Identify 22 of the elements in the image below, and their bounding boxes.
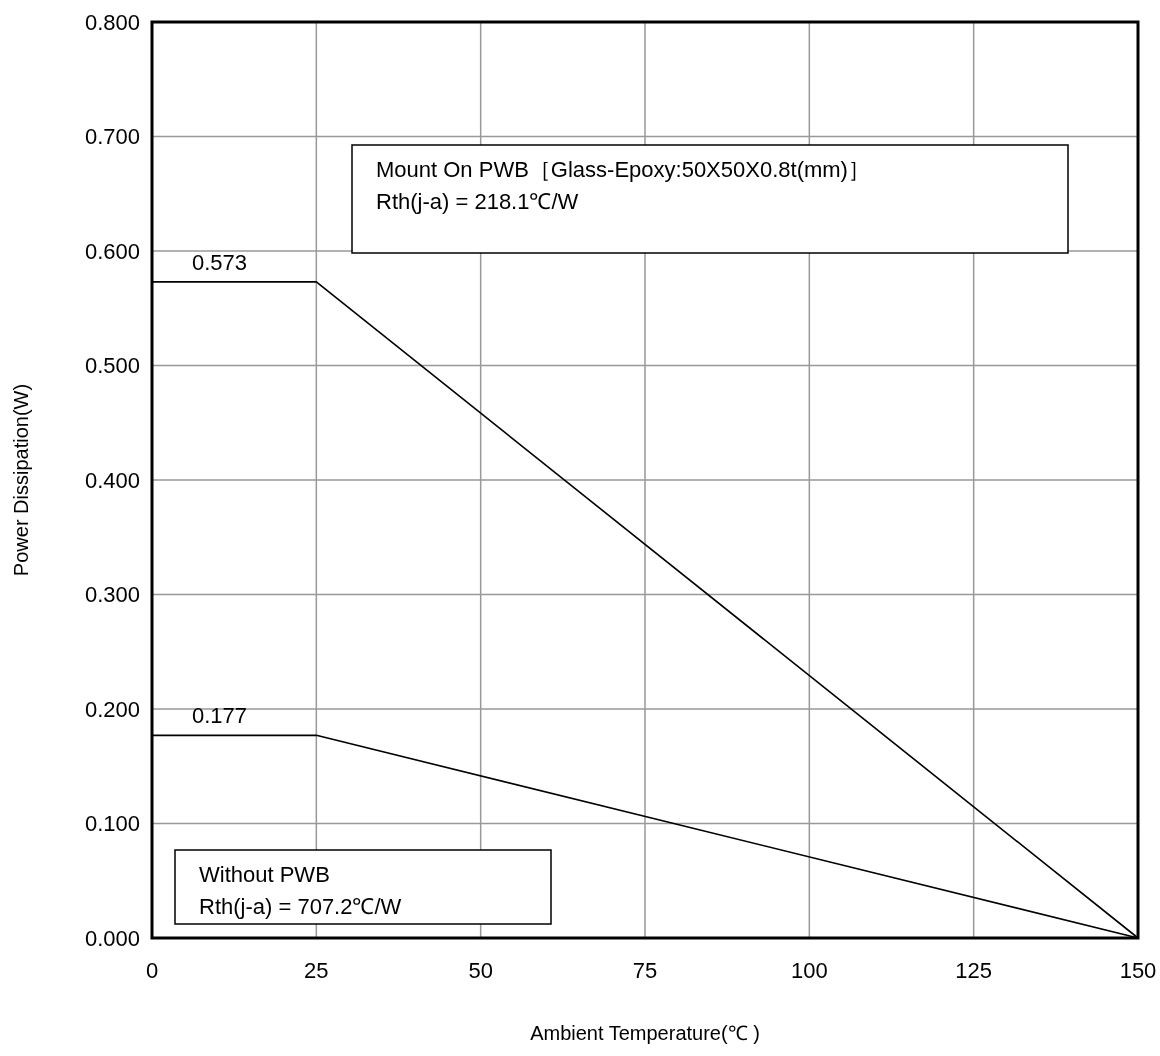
y-tick-label: 0.700 [84, 124, 140, 150]
x-tick-label: 150 [1119, 958, 1157, 983]
y-tick-label: 0.100 [84, 811, 140, 837]
data-label: 0.177 [192, 703, 248, 729]
x-tick-label: 75 [632, 958, 658, 983]
x-axis-title: Ambient Temperature(℃ ) [530, 1022, 760, 1044]
y-tick-label: 0.600 [84, 238, 140, 264]
x-tick-label: 25 [304, 958, 329, 983]
y-tick-label: 0.800 [84, 9, 140, 35]
x-tick-label: 125 [955, 958, 993, 983]
data-label: 0.573 [192, 249, 248, 275]
annotation: Mount On PWB［Glass-Epoxy:50X50X0.8t(mm)］ Rth(j-a) = 218.1℃/W [376, 157, 870, 214]
annotation: Without PWB Rth(j-a) = 707.2℃/W [199, 862, 402, 919]
y-tick-label: 0.500 [84, 353, 140, 379]
y-tick-label: 0.200 [84, 696, 140, 722]
x-tick-label: 0 [145, 958, 159, 983]
y-tick-label: 0.300 [84, 582, 140, 608]
y-axis-title: Power Dissipation(W) [10, 383, 32, 577]
x-tick-label: 100 [790, 958, 828, 983]
y-tick-label: 0.400 [84, 467, 140, 493]
y-tick-label: 0.000 [84, 925, 140, 951]
x-tick-label: 50 [468, 958, 493, 983]
